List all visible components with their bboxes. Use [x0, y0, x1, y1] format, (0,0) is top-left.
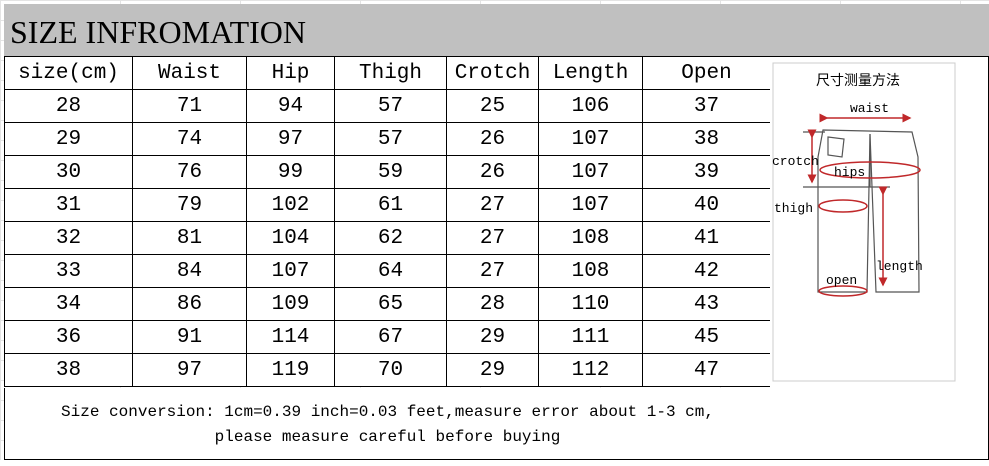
- table-cell-waist: 84: [132, 254, 247, 288]
- table-cell-length: 107: [538, 155, 643, 189]
- table-cell-length: 110: [538, 287, 643, 321]
- table-cell-open: 41: [642, 221, 771, 255]
- table-cell-sizecm: 36: [4, 320, 133, 354]
- table-cell-crotch: 29: [446, 353, 539, 387]
- table-cell-crotch: 26: [446, 155, 539, 189]
- table-cell-crotch: 25: [446, 89, 539, 123]
- table-cell-waist: 74: [132, 122, 247, 156]
- table-cell-waist: 81: [132, 221, 247, 255]
- table-cell-length: 111: [538, 320, 643, 354]
- table-cell-crotch: 26: [446, 122, 539, 156]
- label-open: open: [826, 273, 857, 288]
- table-cell-sizecm: 28: [4, 89, 133, 123]
- table-cell-length: 106: [538, 89, 643, 123]
- table-cell-thigh: 57: [334, 89, 447, 123]
- table-cell-thigh: 62: [334, 221, 447, 255]
- note-line-1: Size conversion: 1cm=0.39 inch=0.03 feet…: [61, 403, 714, 421]
- table-header-row: size(cm) Waist Hip Thigh Crotch Length O…: [4, 56, 771, 90]
- col-crotch: Crotch: [446, 56, 539, 90]
- measure-arrows: [807, 113, 921, 297]
- table-row: 33 84 107 64 27 108 42: [4, 254, 771, 288]
- table-cell-thigh: 61: [334, 188, 447, 222]
- table-cell-waist: 76: [132, 155, 247, 189]
- table-cell-sizecm: 32: [4, 221, 133, 255]
- table-row: 30 76 99 59 26 107 39: [4, 155, 771, 189]
- table-cell-thigh: 64: [334, 254, 447, 288]
- label-crotch: crotch: [772, 154, 819, 169]
- table-row: 38 97 119 70 29 112 47: [4, 353, 771, 387]
- table-cell-sizecm: 34: [4, 287, 133, 321]
- label-hips: hips: [834, 165, 865, 180]
- diagram-frame: [772, 62, 956, 382]
- table-row: 34 86 109 65 28 110 43: [4, 287, 771, 321]
- table-cell-crotch: 28: [446, 287, 539, 321]
- label-length: length: [876, 259, 923, 274]
- table-cell-hip: 119: [246, 353, 335, 387]
- table-row: 36 91 114 67 29 111 45: [4, 320, 771, 354]
- table-cell-waist: 97: [132, 353, 247, 387]
- measurement-diagram: 尺寸测量方法 waist crotch hips thigh length op…: [770, 56, 989, 460]
- table-cell-open: 42: [642, 254, 771, 288]
- table-cell-crotch: 27: [446, 188, 539, 222]
- table-cell-open: 43: [642, 287, 771, 321]
- table-cell-sizecm: 33: [4, 254, 133, 288]
- table-cell-crotch: 29: [446, 320, 539, 354]
- col-open: Open: [642, 56, 771, 90]
- table-cell-waist: 71: [132, 89, 247, 123]
- table-cell-waist: 91: [132, 320, 247, 354]
- table-row: 29 74 97 57 26 107 38: [4, 122, 771, 156]
- table-cell-hip: 109: [246, 287, 335, 321]
- table-cell-waist: 86: [132, 287, 247, 321]
- table-cell-hip: 107: [246, 254, 335, 288]
- table-cell-crotch: 27: [446, 254, 539, 288]
- table-cell-length: 112: [538, 353, 643, 387]
- table-cell-length: 108: [538, 254, 643, 288]
- label-waist: waist: [850, 101, 889, 116]
- table-cell-open: 45: [642, 320, 771, 354]
- table-cell-length: 107: [538, 122, 643, 156]
- size-table: size(cm) Waist Hip Thigh Crotch Length O…: [4, 56, 771, 387]
- table-cell-thigh: 59: [334, 155, 447, 189]
- table-cell-hip: 114: [246, 320, 335, 354]
- table-cell-waist: 79: [132, 188, 247, 222]
- pants-diagram: 尺寸测量方法 waist crotch hips thigh length op…: [772, 62, 956, 382]
- table-cell-open: 37: [642, 89, 771, 123]
- table-cell-open: 38: [642, 122, 771, 156]
- table-row: 31 79 102 61 27 107 40: [4, 188, 771, 222]
- table-cell-length: 108: [538, 221, 643, 255]
- table-cell-sizecm: 31: [4, 188, 133, 222]
- page-title: SIZE INFROMATION: [4, 4, 989, 56]
- size-note: Size conversion: 1cm=0.39 inch=0.03 feet…: [4, 388, 771, 460]
- table-cell-open: 39: [642, 155, 771, 189]
- col-size: size(cm): [4, 56, 133, 90]
- table-cell-sizecm: 29: [4, 122, 133, 156]
- label-thigh: thigh: [774, 201, 813, 216]
- diagram-title: 尺寸测量方法: [816, 73, 900, 89]
- col-length: Length: [538, 56, 643, 90]
- table-cell-thigh: 67: [334, 320, 447, 354]
- col-waist: Waist: [132, 56, 247, 90]
- table-cell-open: 40: [642, 188, 771, 222]
- table-cell-thigh: 70: [334, 353, 447, 387]
- table-cell-thigh: 65: [334, 287, 447, 321]
- table-cell-thigh: 57: [334, 122, 447, 156]
- table-cell-sizecm: 38: [4, 353, 133, 387]
- table-cell-hip: 97: [246, 122, 335, 156]
- table-cell-open: 47: [642, 353, 771, 387]
- table-cell-hip: 99: [246, 155, 335, 189]
- table-row: 28 71 94 57 25 106 37: [4, 89, 771, 123]
- note-line-2: please measure careful before buying: [214, 428, 561, 446]
- table-cell-crotch: 27: [446, 221, 539, 255]
- table-cell-hip: 102: [246, 188, 335, 222]
- col-thigh: Thigh: [334, 56, 447, 90]
- table-cell-sizecm: 30: [4, 155, 133, 189]
- col-hip: Hip: [246, 56, 335, 90]
- table-row: 32 81 104 62 27 108 41: [4, 221, 771, 255]
- table-cell-length: 107: [538, 188, 643, 222]
- table-cell-hip: 94: [246, 89, 335, 123]
- table-cell-hip: 104: [246, 221, 335, 255]
